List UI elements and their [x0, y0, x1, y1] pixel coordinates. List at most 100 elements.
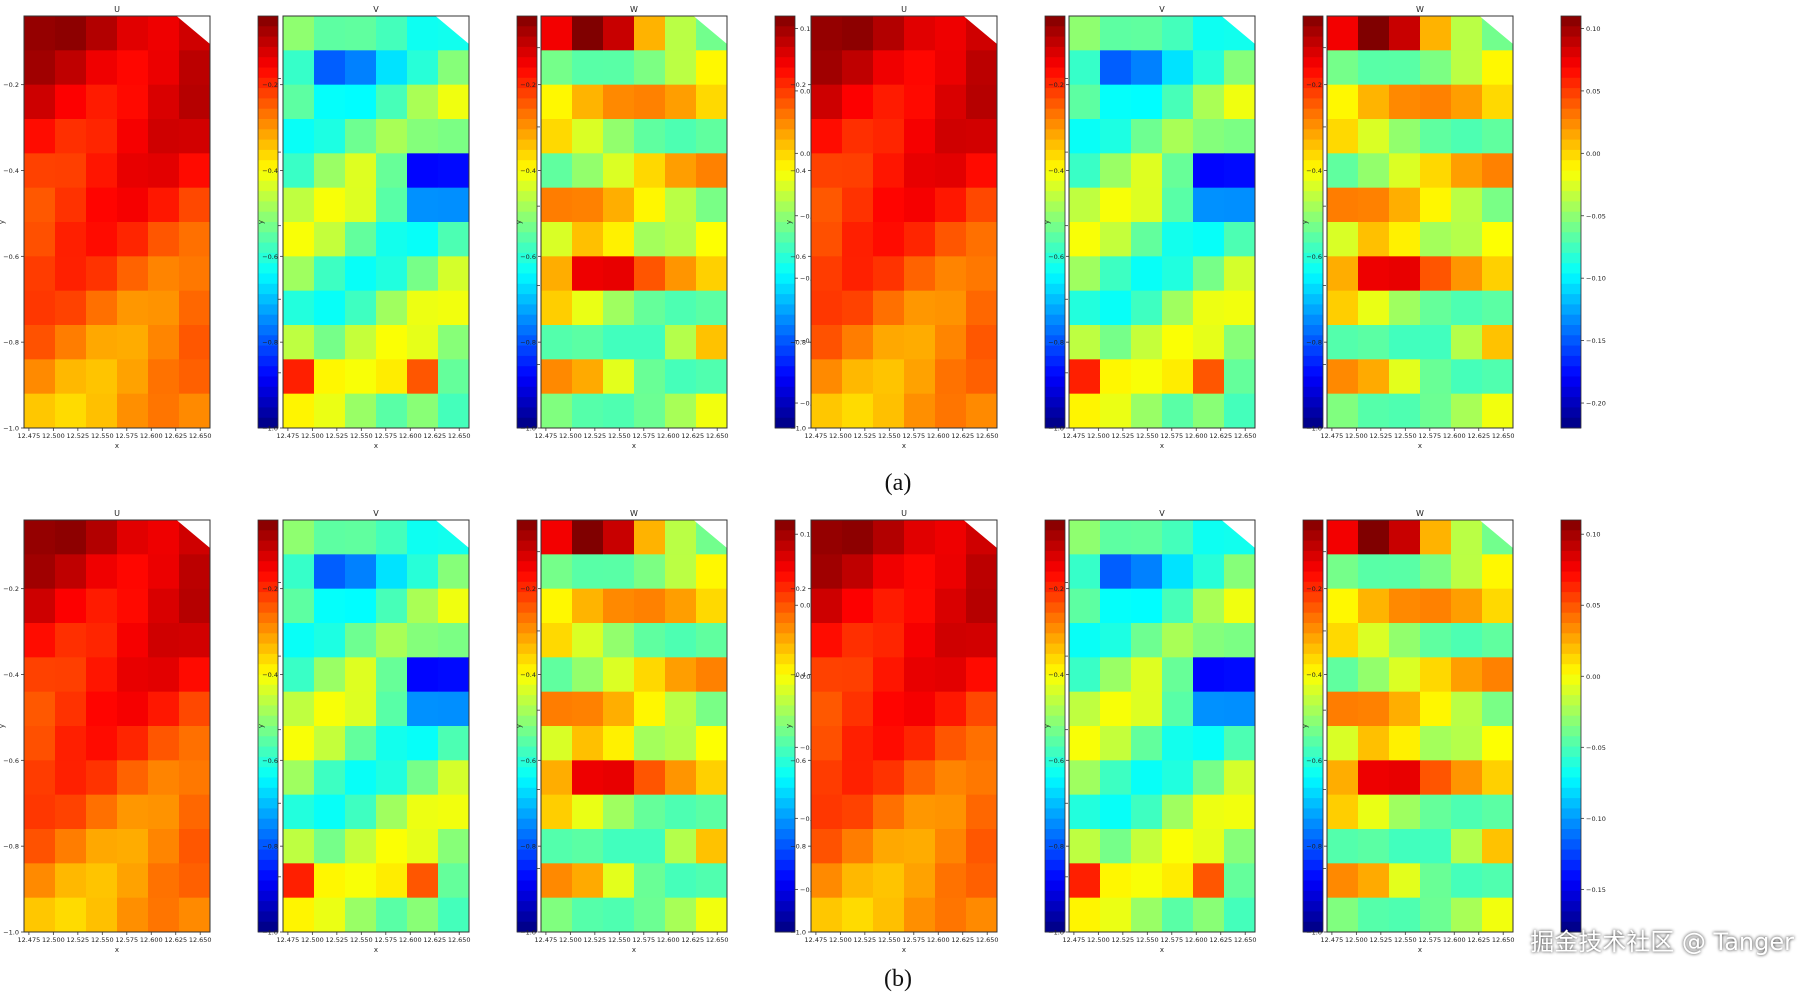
panel-title: V — [1159, 509, 1165, 518]
heatmap-cell — [966, 290, 998, 326]
y-tick-label: −0.6 — [520, 253, 536, 261]
colorbar-step — [517, 345, 537, 357]
heatmap-cell — [407, 554, 439, 590]
y-tick-label: −0.2 — [790, 81, 806, 89]
heatmap-cell — [873, 691, 905, 727]
colorbar-step — [258, 211, 278, 223]
colorbar-step — [1045, 859, 1065, 871]
heatmap-cell — [572, 760, 604, 796]
colorbar-step — [1045, 808, 1065, 820]
y-tick-label: −0.4 — [262, 671, 278, 679]
colorbar-step — [1303, 376, 1323, 388]
heatmap-cell — [55, 691, 87, 727]
heatmap-cell — [541, 393, 573, 429]
colorbar-step — [1045, 540, 1065, 552]
heatmap-cell — [904, 554, 936, 590]
heatmap-cell — [1069, 153, 1101, 189]
heatmap-cell — [811, 588, 843, 624]
heatmap-cell — [904, 187, 936, 223]
x-tick-label: 12.625 — [681, 432, 704, 440]
colorbar-step — [258, 283, 278, 295]
heatmap-cell — [438, 222, 470, 257]
heatmap-cell — [842, 325, 874, 360]
heatmap-cell — [1420, 153, 1452, 189]
heatmap-cell — [966, 829, 998, 864]
colorbar-step — [775, 26, 795, 38]
colorbar-step — [1303, 201, 1323, 213]
heatmap-cell — [1451, 554, 1483, 590]
colorbar: −0.20−0.15−0.10−0.050.000.050.10 — [774, 15, 820, 429]
heatmap-cell — [283, 863, 315, 899]
heatmap-cell — [24, 325, 56, 360]
heatmap-cell — [603, 691, 635, 727]
y-tick-label: −0.2 — [3, 585, 19, 593]
heatmap-cell — [572, 325, 604, 360]
heatmap-cell — [345, 726, 377, 761]
y-tick-label: −0.6 — [520, 757, 536, 765]
heatmap-cell — [1193, 726, 1225, 761]
colorbar-step — [1561, 345, 1581, 357]
heatmap-cell — [1482, 50, 1514, 86]
heatmap-cell — [1193, 554, 1225, 590]
colorbar-step — [258, 839, 278, 851]
colorbar-step — [775, 829, 795, 840]
heatmap-cell — [117, 623, 149, 658]
colorbar-step — [1561, 149, 1581, 161]
x-tick-label: 12.650 — [1492, 936, 1515, 944]
heatmap-cell — [283, 794, 315, 830]
heatmap-cell — [935, 325, 967, 360]
heatmap-cell — [873, 623, 905, 658]
heatmap-cell — [1193, 520, 1225, 555]
colorbar-step — [1303, 880, 1323, 892]
heatmap-cell — [438, 863, 470, 899]
heatmap-cell — [24, 794, 56, 830]
heatmap-cell — [904, 50, 936, 86]
heatmap-cell — [1389, 16, 1421, 51]
domain-clip — [963, 520, 997, 548]
colorbar-step — [258, 242, 278, 254]
colorbar-step — [258, 767, 278, 778]
colorbar-step — [517, 263, 537, 274]
colorbar-step — [1561, 314, 1581, 326]
x-tick-label: 12.625 — [423, 432, 446, 440]
x-tick-label: 12.600 — [927, 432, 950, 440]
heatmap-cell — [314, 256, 346, 292]
heatmap-cell — [1327, 623, 1359, 658]
heatmap-cell — [541, 84, 573, 120]
heatmap-cell — [1451, 16, 1483, 51]
colorbar-step — [775, 674, 795, 686]
heatmap-cell — [1451, 359, 1483, 395]
heatmap-cell — [1358, 623, 1390, 658]
colorbar-step — [775, 180, 795, 192]
heatmap-cell — [1100, 520, 1132, 555]
colorbar-step — [258, 571, 278, 583]
colorbar-tick-label: −0.20 — [1586, 400, 1606, 408]
colorbar-step — [1561, 705, 1581, 717]
colorbar-frame — [1560, 15, 1582, 429]
heatmap-cell — [283, 222, 315, 257]
heatmap-cell — [1131, 187, 1163, 223]
colorbar-step — [258, 355, 278, 367]
heatmap-cell — [86, 290, 118, 326]
x-tick-label: 12.500 — [1087, 936, 1110, 944]
heatmap-cell — [148, 588, 180, 624]
heatmap-cell — [1224, 897, 1256, 933]
colorbar-step — [258, 366, 278, 377]
colorbar-step — [517, 767, 537, 778]
heatmap-panel-a-4: U−0.2−0.4−0.6−0.8−1.012.475 12.500 12.525 1… — [785, 5, 1080, 450]
colorbar-step — [1045, 149, 1065, 161]
y-tick-label: −1.0 — [262, 929, 278, 937]
heatmap-cell — [811, 691, 843, 727]
colorbar-step — [517, 839, 537, 851]
heatmap-cell — [1358, 393, 1390, 429]
colorbar-step — [775, 46, 795, 58]
x-tick-label: 12.550 — [1394, 432, 1417, 440]
colorbar-tick-label: 0.05 — [800, 87, 814, 95]
heatmap-cell — [935, 726, 967, 761]
heatmap-cell — [1100, 222, 1132, 257]
colorbar-step — [258, 294, 278, 305]
heatmap-cell — [665, 119, 697, 154]
colorbar-step — [1045, 767, 1065, 778]
heatmap-cell — [1131, 84, 1163, 120]
heatmap-cell — [541, 794, 573, 830]
